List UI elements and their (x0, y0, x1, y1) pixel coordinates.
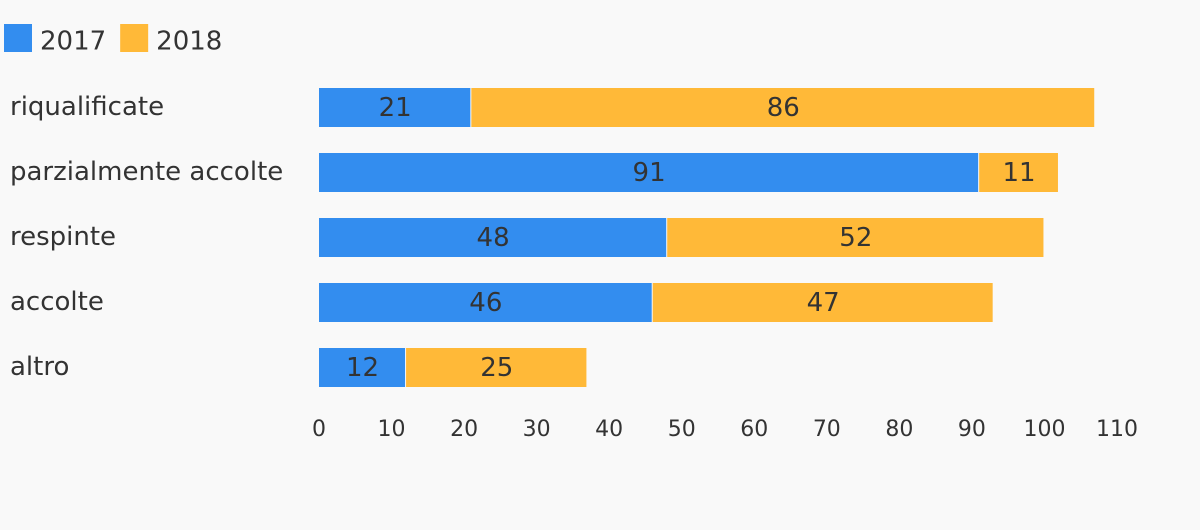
bar-value-label: 86 (767, 93, 800, 123)
x-tick-label: 80 (885, 417, 913, 442)
category-labels: riqualificate parzialmente accolte respint… (10, 92, 283, 382)
x-tick-label: 60 (740, 417, 768, 442)
bar-2017-parzialmente-accolte (319, 153, 979, 192)
x-tick-label: 30 (523, 417, 551, 442)
x-tick-label: 50 (668, 417, 696, 442)
x-tick-label: 40 (595, 417, 623, 442)
bar-value-label: 46 (469, 288, 502, 318)
category-label: accolte (10, 287, 104, 317)
bar-value-label: 12 (346, 353, 379, 383)
bar-value-label: 48 (477, 223, 510, 253)
x-tick-label: 70 (813, 417, 841, 442)
category-label: altro (10, 352, 69, 382)
x-tick-label: 110 (1096, 417, 1138, 442)
x-tick-label: 10 (378, 417, 406, 442)
category-label: parzialmente accolte (10, 157, 283, 187)
bar-value-label: 21 (379, 93, 412, 123)
legend-swatch-2018 (120, 24, 149, 52)
category-label: riqualificate (10, 92, 164, 122)
bar-value-label: 91 (633, 158, 666, 188)
bar-2018-parzialmente-accolte (979, 153, 1058, 192)
bar-value-label: 52 (839, 223, 872, 253)
bar-value-label: 25 (480, 353, 513, 383)
bar-value-label: 11 (1003, 158, 1036, 188)
bar-2018-altro (406, 348, 587, 387)
legend: 2017 2018 (4, 24, 222, 57)
bar-2017-altro (319, 348, 406, 387)
legend-label-2017: 2017 (40, 27, 106, 57)
bar-2017-accolte (319, 283, 652, 322)
x-axis-ticks: 0 10 20 30 40 50 60 70 80 90 100 110 (312, 417, 1138, 442)
bar-2017-riqualificate (319, 88, 471, 127)
bar-2018-riqualificate (471, 88, 1095, 127)
x-tick-label: 100 (1023, 417, 1065, 442)
bar-2018-accolte (652, 283, 993, 322)
legend-swatch-2017 (4, 24, 32, 52)
bar-2017-respinte (319, 218, 667, 257)
x-tick-label: 0 (312, 417, 326, 442)
x-tick-label: 20 (450, 417, 478, 442)
category-label: respinte (10, 222, 116, 252)
x-tick-label: 90 (958, 417, 986, 442)
bar-value-label: 47 (807, 288, 840, 318)
bar-2018-respinte (667, 218, 1044, 257)
bars: 21 86 91 11 48 52 46 47 12 25 (319, 88, 1095, 387)
legend-label-2018: 2018 (156, 27, 222, 57)
